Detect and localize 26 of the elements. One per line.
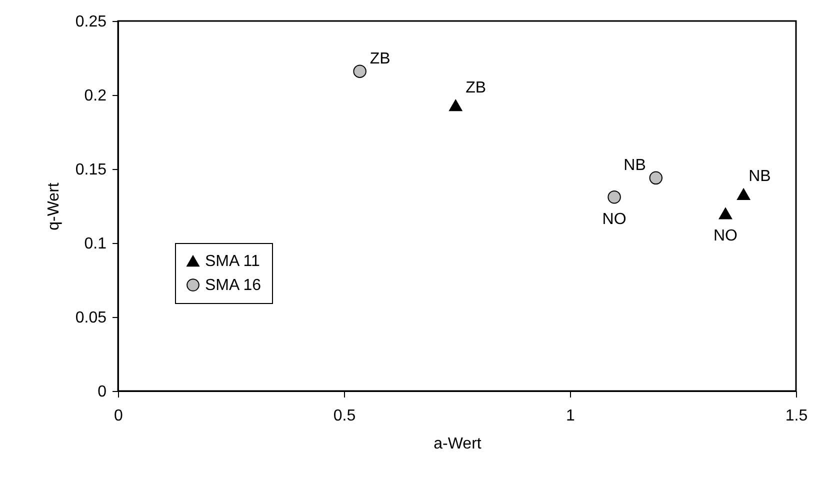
data-label: ZB xyxy=(466,79,486,96)
point xyxy=(736,188,750,200)
data-label: NO xyxy=(713,227,738,244)
x-tick-label: 1.5 xyxy=(785,408,808,424)
y-tick-label: 0.2 xyxy=(84,88,107,104)
data-label: ZB xyxy=(370,50,390,68)
point xyxy=(718,208,732,220)
y-tick-label: 0.05 xyxy=(75,310,107,326)
y-tick-label: 0.25 xyxy=(75,14,107,30)
point xyxy=(353,64,366,78)
point xyxy=(649,171,663,184)
y-axis-title: q-Wert xyxy=(45,182,62,230)
legend-label: SMA 11 xyxy=(205,253,260,270)
point xyxy=(608,190,621,204)
data-label: NB xyxy=(624,156,646,174)
x-tick-label: 0.5 xyxy=(333,408,356,424)
x-tick-label: 1 xyxy=(566,408,576,424)
x-axis-title: a-Wert xyxy=(434,436,482,452)
x-tick-label: 0 xyxy=(114,408,124,424)
y-tick-label: 0.1 xyxy=(84,236,107,252)
data-label: NB xyxy=(748,168,771,186)
data-label: NO xyxy=(602,211,626,228)
point xyxy=(449,100,462,112)
y-tick-label: 0 xyxy=(98,384,107,400)
legend-label: SMA 16 xyxy=(205,277,262,294)
y-tick-label: 0.15 xyxy=(75,162,107,178)
